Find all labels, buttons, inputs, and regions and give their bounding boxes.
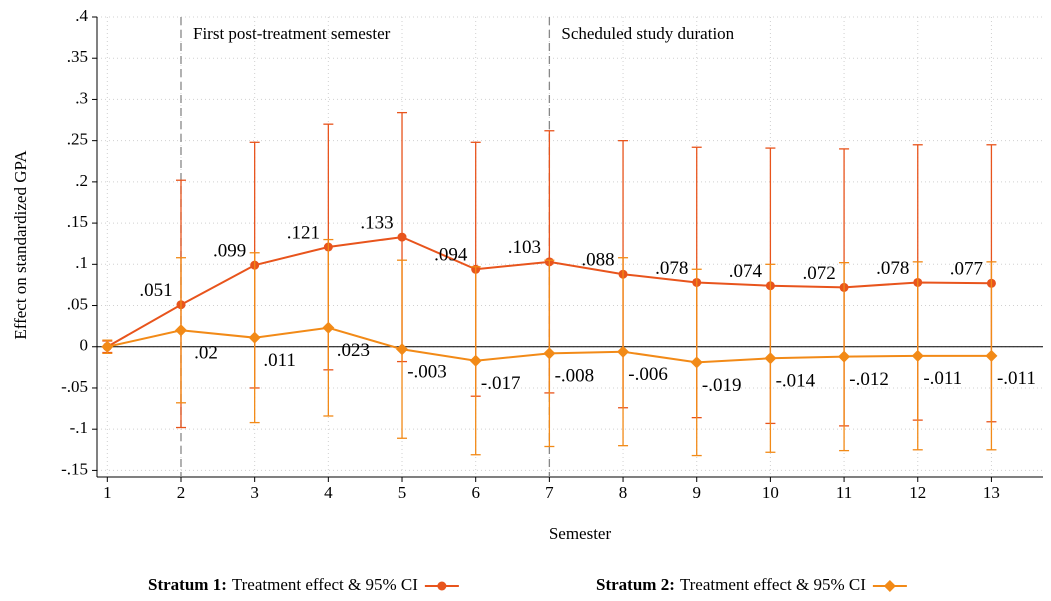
data-label: .133 [360, 212, 393, 233]
x-tick-label: 7 [545, 483, 554, 502]
data-point [838, 350, 851, 363]
legend-marker [883, 580, 896, 592]
x-tick-label: 9 [692, 483, 701, 502]
data-label: -.011 [997, 368, 1036, 389]
data-label: .078 [876, 258, 909, 279]
x-tick-label: 12 [909, 483, 926, 502]
legend-text: Treatment effect & 95% CI [680, 575, 866, 594]
y-tick-label: .4 [75, 6, 88, 25]
annotation: First post-treatment semester [193, 24, 391, 43]
y-tick-label: .35 [67, 47, 88, 66]
annotation: Scheduled study duration [561, 24, 734, 43]
legend-label: Stratum 1: Treatment effect & 95% CI [148, 575, 418, 594]
data-label: -.006 [628, 364, 668, 385]
x-tick-label: 11 [836, 483, 852, 502]
y-tick-label: 0 [80, 336, 89, 355]
data-label: .023 [337, 340, 370, 361]
data-point [101, 340, 114, 353]
y-tick-label: -.15 [61, 459, 88, 478]
data-point [469, 354, 482, 367]
data-label: -.012 [849, 369, 889, 390]
data-label: .011 [263, 350, 296, 371]
data-point [397, 232, 407, 242]
data-label: -.011 [923, 368, 962, 389]
legend-text: Treatment effect & 95% CI [232, 575, 418, 594]
data-point [985, 349, 998, 362]
data-label: .099 [213, 240, 246, 261]
y-tick-label: -.1 [70, 418, 88, 437]
data-point [322, 321, 335, 334]
data-label: .121 [287, 222, 320, 243]
y-tick-label: .3 [75, 88, 88, 107]
data-label: .077 [950, 259, 983, 280]
data-label: -.019 [702, 375, 742, 396]
data-label: .074 [729, 261, 763, 282]
x-tick-label: 13 [983, 483, 1000, 502]
x-tick-label: 5 [398, 483, 407, 502]
data-point [543, 347, 556, 360]
y-axis-title: Effect on standardized GPA [11, 150, 30, 340]
data-point [911, 349, 924, 362]
x-axis-title: Semester [549, 524, 612, 543]
data-point [248, 331, 261, 344]
x-tick-label: 3 [250, 483, 259, 502]
data-label: .072 [802, 263, 835, 284]
data-point [174, 324, 187, 337]
data-label: -.014 [776, 371, 816, 392]
legend-name: Stratum 1: [148, 575, 227, 594]
data-point [617, 345, 630, 358]
data-label: .078 [655, 258, 688, 279]
x-tick-label: 6 [471, 483, 480, 502]
data-label: .051 [139, 280, 172, 301]
legend-name: Stratum 2: [596, 575, 675, 594]
x-tick-label: 1 [103, 483, 112, 502]
x-tick-label: 2 [177, 483, 186, 502]
y-tick-label: .05 [67, 294, 88, 313]
data-label: -.008 [555, 366, 595, 387]
data-label: .103 [508, 237, 541, 258]
data-label: .088 [581, 250, 614, 271]
legend-marker [437, 581, 447, 591]
y-tick-label: .15 [67, 212, 88, 231]
data-label: -.017 [481, 373, 521, 394]
y-tick-label: .2 [75, 171, 88, 190]
y-tick-label: -.05 [61, 377, 88, 396]
y-tick-label: .1 [75, 253, 88, 272]
data-label: .02 [194, 343, 218, 364]
data-point [764, 352, 777, 365]
x-tick-label: 10 [762, 483, 779, 502]
data-point [690, 356, 703, 369]
legend-label: Stratum 2: Treatment effect & 95% CI [596, 575, 866, 594]
data-point [396, 343, 409, 356]
x-tick-label: 8 [619, 483, 628, 502]
data-label: .094 [434, 245, 468, 266]
y-tick-label: .25 [67, 130, 88, 149]
data-label: -.003 [407, 362, 447, 383]
x-tick-label: 4 [324, 483, 333, 502]
